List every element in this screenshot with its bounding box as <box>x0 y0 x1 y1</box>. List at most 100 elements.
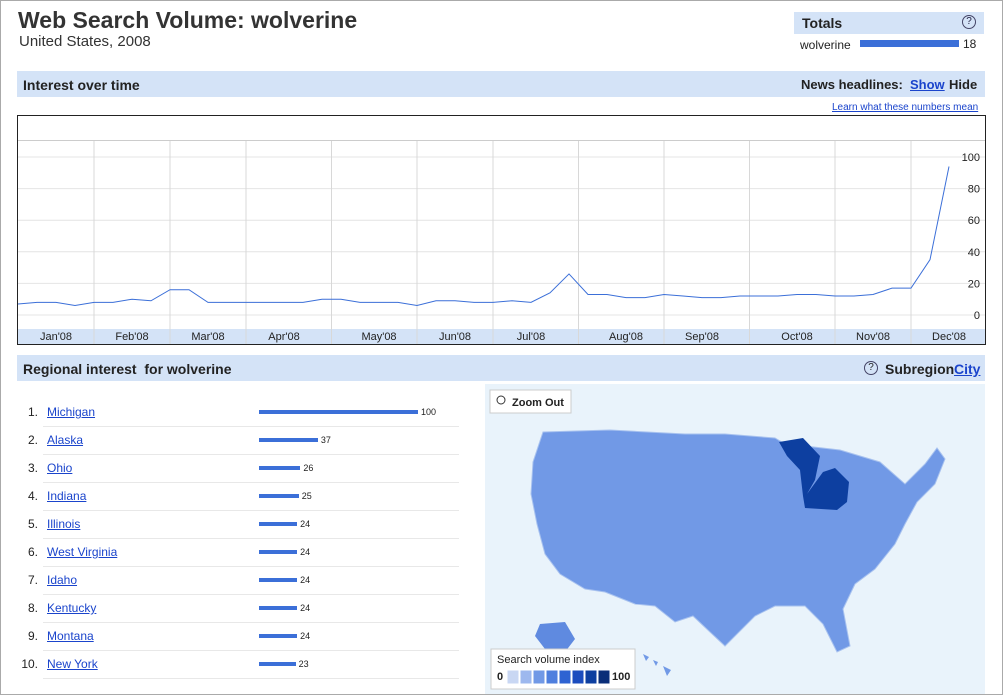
legend-min: 0 <box>497 671 503 683</box>
x-axis-band <box>18 329 985 344</box>
chart-frame <box>17 115 986 345</box>
help-icon[interactable]: ? <box>962 15 976 29</box>
y-tick-label: 0 <box>974 310 980 322</box>
city-link[interactable]: City <box>954 361 981 377</box>
section-header: Interest over time News headlines: Show … <box>17 71 985 97</box>
totals-header: Totals ? <box>794 12 984 34</box>
rank: 8. <box>27 601 38 615</box>
series-line <box>17 166 950 307</box>
row-separator <box>43 594 459 595</box>
legend-max: 100 <box>612 671 630 683</box>
region-value: 24 <box>300 575 311 585</box>
region-bar <box>259 522 298 526</box>
row-separator <box>43 482 459 483</box>
region-value: 24 <box>300 603 311 613</box>
region-link[interactable]: Illinois <box>47 517 81 531</box>
zoom-icon <box>496 395 506 405</box>
x-tick-label: May'08 <box>361 331 396 343</box>
michigan <box>779 438 849 510</box>
zoom-out-button[interactable] <box>489 389 572 414</box>
totals-bar <box>860 40 959 47</box>
legend-step <box>519 669 533 685</box>
rank: 1. <box>27 405 38 419</box>
region-link[interactable]: West Virginia <box>47 545 118 559</box>
legend-step <box>584 669 598 685</box>
legend-title: Search volume index <box>497 654 600 666</box>
region-link[interactable]: Indiana <box>47 489 87 503</box>
region-bar <box>259 410 418 414</box>
rank: 4. <box>27 489 38 503</box>
y-tick-label: 80 <box>968 184 980 196</box>
section-title: Regional interest for wolverine <box>23 361 232 377</box>
region-bar <box>259 438 318 442</box>
regional-list: 1. Michigan 100 2. Alaska 37 3. Ohio 26 4. Indiana… <box>1 397 471 687</box>
section-title: Interest over time <box>23 77 140 93</box>
legend-step <box>558 669 572 685</box>
page-title: Web Search Volume: wolverine <box>18 7 358 33</box>
region-bar <box>259 494 299 498</box>
x-tick-label: Aug'08 <box>609 331 643 343</box>
x-tick-label: Dec'08 <box>932 331 966 343</box>
rank: 5. <box>27 517 38 531</box>
legend-step <box>545 669 559 685</box>
legend-scale <box>506 669 611 685</box>
legend-step <box>597 669 611 685</box>
region-value: 25 <box>301 491 312 501</box>
hide-label[interactable]: Hide <box>949 77 978 92</box>
region-value: 100 <box>421 407 437 417</box>
row-separator <box>43 622 459 623</box>
rank: 3. <box>27 461 38 475</box>
hawaii <box>643 654 671 676</box>
learn-link[interactable]: Learn what these numbers mean <box>832 102 979 113</box>
map: Zoom Out Search volume index 0 100 <box>485 384 985 694</box>
region-link[interactable]: Idaho <box>47 573 78 587</box>
y-tick-label: 60 <box>968 215 980 227</box>
legend-step <box>571 669 585 685</box>
rank: 10. <box>21 657 38 671</box>
x-tick-label: Jun'08 <box>439 331 471 343</box>
legend-step <box>532 669 546 685</box>
row-separator <box>43 510 459 511</box>
help-icon[interactable]: ? <box>864 361 878 375</box>
region-bar <box>259 550 298 554</box>
section-header: Regional interest for wolverine ? Subreg… <box>17 355 985 381</box>
region-link[interactable]: Montana <box>47 629 94 643</box>
region-link[interactable]: New York <box>47 657 98 671</box>
subregion-label: Subregion <box>885 361 955 377</box>
region-bar <box>259 578 298 582</box>
rank: 7. <box>27 573 38 587</box>
row-separator <box>43 454 459 455</box>
region-value: 24 <box>300 547 311 557</box>
zoom-out-label[interactable]: Zoom Out <box>512 397 564 409</box>
x-tick-label: Jul'08 <box>517 331 545 343</box>
region-value: 26 <box>303 463 314 473</box>
legend-step <box>506 669 520 685</box>
region-link[interactable]: Ohio <box>47 461 73 475</box>
region-link[interactable]: Michigan <box>47 405 96 419</box>
rank: 2. <box>27 433 38 447</box>
x-tick-label: Mar'08 <box>191 331 224 343</box>
news-label: News headlines: <box>801 77 903 92</box>
row-separator <box>43 678 459 679</box>
region-bar <box>259 606 298 610</box>
totals-term: wolverine <box>800 38 851 52</box>
region-value: 24 <box>300 631 311 641</box>
x-tick-label: Feb'08 <box>115 331 148 343</box>
region-value: 24 <box>300 519 311 529</box>
region-link[interactable]: Alaska <box>47 433 84 447</box>
region-value: 23 <box>298 659 309 669</box>
rank: 9. <box>27 629 38 643</box>
y-tick-label: 40 <box>968 247 980 259</box>
y-tick-label: 100 <box>962 152 980 164</box>
totals-title: Totals <box>802 15 843 31</box>
x-tick-label: Sep'08 <box>685 331 719 343</box>
region-bar <box>259 634 298 638</box>
rank: 6. <box>27 545 38 559</box>
x-tick-label: Jan'08 <box>40 331 72 343</box>
region-link[interactable]: Kentucky <box>47 601 97 615</box>
y-tick-label: 20 <box>968 278 980 290</box>
row-separator <box>43 538 459 539</box>
show-link[interactable]: Show <box>910 77 945 92</box>
row-separator <box>43 650 459 651</box>
